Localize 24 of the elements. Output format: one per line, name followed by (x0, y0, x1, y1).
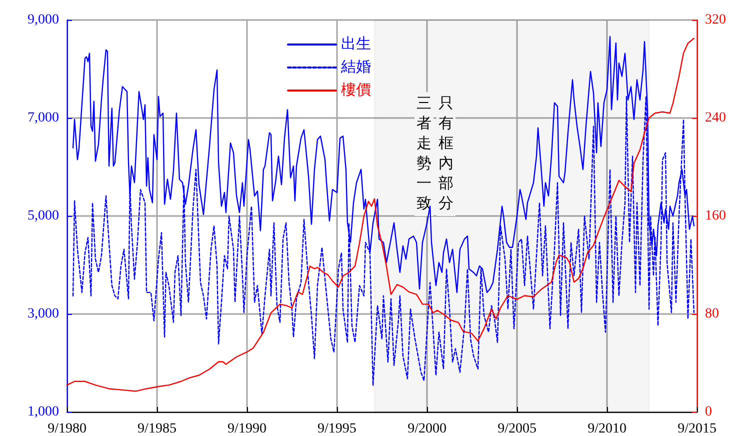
y-tick-label: 3,000 (28, 306, 59, 322)
y2-tick-label: 80 (705, 306, 719, 322)
y-tick-label: 9,000 (28, 12, 59, 28)
legend-label: 樓價 (341, 82, 371, 98)
x-tick-label: 9/2015 (678, 422, 716, 436)
x-tick-label: 9/2000 (408, 422, 446, 436)
x-tick-label: 9/1995 (318, 422, 356, 436)
x-tick-label: 9/1985 (138, 422, 176, 436)
y2-tick-label: 0 (705, 404, 712, 420)
line-series (66, 38, 695, 392)
y2-tick-label: 160 (705, 208, 726, 224)
y-tick-label: 1,000 (28, 404, 59, 420)
annotation: 只有框內部分 (438, 96, 454, 212)
y-tick-label: 5,000 (28, 208, 59, 224)
y2-tick-label: 240 (705, 110, 726, 126)
x-tick-label: 9/2010 (588, 422, 626, 436)
x-tick-label: 9/2005 (498, 422, 536, 436)
y-tick-label: 7,000 (28, 110, 59, 126)
legend-label: 出生 (341, 36, 371, 52)
legend-label: 結婚 (340, 60, 371, 76)
y2-tick-label: 320 (705, 12, 726, 28)
x-tick-label: 9/1980 (48, 422, 86, 436)
annotation: 三者走勢一致 (416, 96, 432, 212)
x-tick-label: 9/1990 (228, 422, 266, 436)
